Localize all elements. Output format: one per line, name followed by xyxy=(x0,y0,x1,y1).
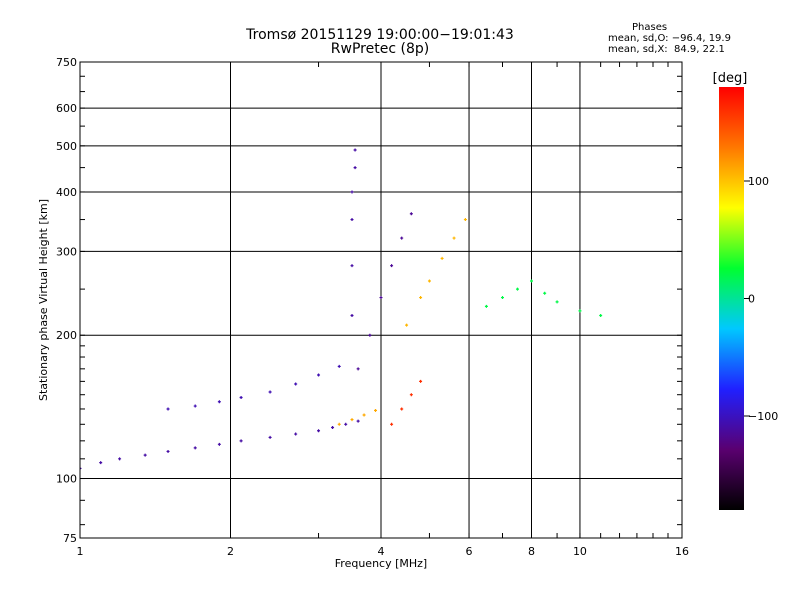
x-tick-label: 1 xyxy=(77,545,84,558)
data-point xyxy=(379,296,383,300)
x-tick-label: 2 xyxy=(227,545,234,558)
data-point xyxy=(193,446,197,450)
data-point xyxy=(317,429,321,433)
data-point xyxy=(80,466,82,470)
colorbar-ticks: 100 0 −100 xyxy=(744,175,778,423)
x-tick-labels: 1 2 4 6 8 10 16 xyxy=(77,545,690,558)
data-point xyxy=(268,390,272,394)
x-tick-label: 8 xyxy=(528,545,535,558)
data-point xyxy=(368,333,372,337)
phases-stats-x-mode: mean, sd,X: 84.9, 22.1 xyxy=(608,44,725,55)
phases-stats-o-mode: mean, sd,O: −96.4, 19.9 xyxy=(608,33,731,44)
data-point xyxy=(356,367,360,371)
y-tick-label: 600 xyxy=(56,102,77,115)
data-point xyxy=(400,236,404,240)
data-point xyxy=(337,364,341,368)
data-point xyxy=(166,449,170,453)
y-tick-label: 200 xyxy=(56,329,77,342)
data-point xyxy=(578,309,582,313)
data-point xyxy=(99,461,103,465)
data-point xyxy=(350,264,354,268)
x-tick-label: 16 xyxy=(675,545,689,558)
data-point xyxy=(294,432,298,436)
data-point xyxy=(405,323,409,327)
data-point xyxy=(463,218,467,222)
x-axis-label: Frequency [MHz] xyxy=(335,557,427,570)
y-tick-label: 500 xyxy=(56,140,77,153)
data-point xyxy=(239,395,243,399)
data-point xyxy=(294,382,298,386)
data-point xyxy=(440,256,444,260)
data-point xyxy=(353,148,357,152)
data-point xyxy=(543,291,547,295)
data-point xyxy=(356,419,360,423)
data-point xyxy=(331,425,335,429)
data-point xyxy=(419,379,423,383)
y-tick-labels: 75 100 200 300 400 500 600 750 xyxy=(56,56,77,545)
colorbar-tick-label: −100 xyxy=(748,410,778,423)
colorbar-label: [deg] xyxy=(713,71,748,86)
colorbar-tick-label: 100 xyxy=(748,175,769,188)
chart-title-line2: RwPretec (8p) xyxy=(330,41,430,57)
data-point xyxy=(390,264,394,268)
data-point xyxy=(350,314,354,318)
data-point xyxy=(350,190,354,194)
data-point xyxy=(337,422,341,426)
data-point xyxy=(193,404,197,408)
x-tick-label: 10 xyxy=(573,545,587,558)
y-tick-label: 750 xyxy=(56,56,77,69)
data-point xyxy=(350,418,354,422)
data-point xyxy=(515,287,519,291)
data-point xyxy=(400,407,404,411)
data-point xyxy=(344,422,348,426)
colorbar-tick-label: 0 xyxy=(748,293,755,306)
data-point xyxy=(390,422,394,426)
data-point xyxy=(555,300,559,304)
data-point xyxy=(452,236,456,240)
data-point xyxy=(166,407,170,411)
phases-stats-heading: Phases xyxy=(632,22,668,33)
plot-frame xyxy=(79,61,683,539)
x-tick-label: 6 xyxy=(466,545,473,558)
chart-title-line1: Tromsø 20151129 19:00:00−19:01:43 xyxy=(246,27,514,43)
data-point xyxy=(409,212,413,216)
data-point xyxy=(419,296,423,300)
data-point xyxy=(530,279,533,283)
data-point xyxy=(409,393,413,397)
data-point xyxy=(118,457,122,461)
data-point xyxy=(317,373,321,377)
data-point xyxy=(599,314,603,318)
data-point xyxy=(501,296,505,300)
data-point xyxy=(239,439,243,443)
y-tick-label: 75 xyxy=(63,532,77,545)
y-tick-label: 300 xyxy=(56,245,77,258)
y-tick-label: 100 xyxy=(56,473,77,486)
data-point xyxy=(217,442,221,446)
x-tick-label: 4 xyxy=(378,545,385,558)
data-point xyxy=(350,218,354,222)
data-points xyxy=(80,148,603,470)
colorbar xyxy=(719,87,744,510)
data-point xyxy=(484,304,488,308)
plot-axes xyxy=(79,61,683,538)
y-tick-label: 400 xyxy=(56,186,77,199)
data-point xyxy=(353,166,357,170)
data-point xyxy=(268,435,272,439)
y-axis-label: Stationary phase Virtual Height [km] xyxy=(37,199,50,401)
data-point xyxy=(362,413,366,417)
data-point xyxy=(143,453,147,457)
data-point xyxy=(217,400,221,404)
data-point xyxy=(427,279,431,283)
data-point xyxy=(374,408,378,412)
